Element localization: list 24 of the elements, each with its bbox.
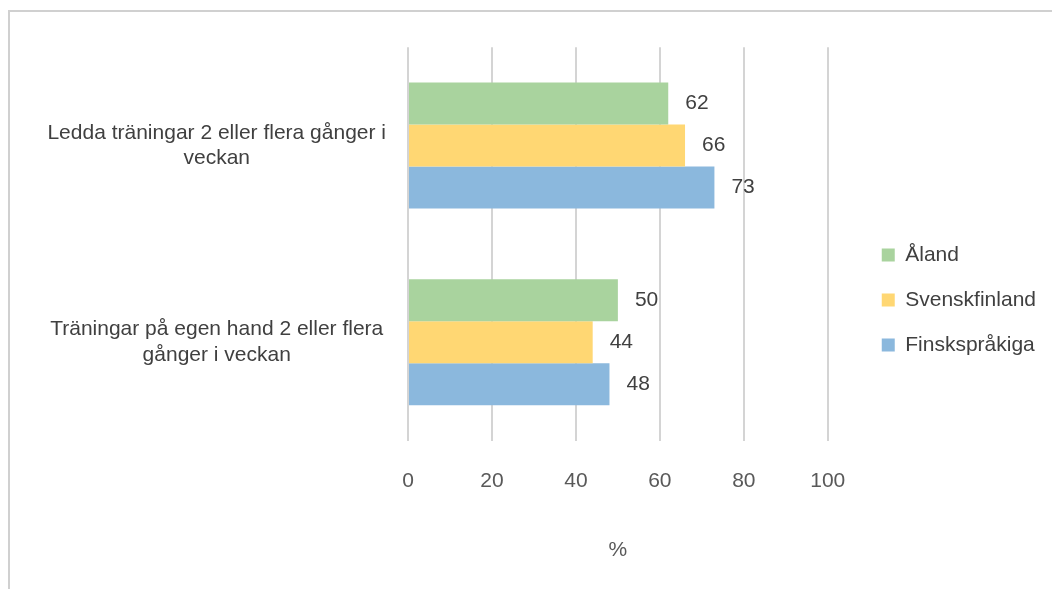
data-label: 62 — [685, 90, 709, 114]
x-axis-title: % — [608, 537, 628, 561]
bar — [409, 321, 593, 364]
legend-label: Finskspråkiga — [905, 331, 1036, 355]
x-tick-label: 40 — [564, 468, 588, 491]
data-label: 73 — [731, 174, 755, 198]
data-label: 44 — [609, 329, 634, 353]
data-label: 66 — [702, 132, 726, 156]
x-tick-label: 60 — [648, 468, 672, 491]
x-tick-label: 100 — [810, 468, 846, 491]
data-label: 48 — [626, 371, 650, 395]
bar — [409, 124, 686, 167]
x-tick-label: 0 — [402, 468, 414, 491]
legend-label: Åland — [905, 241, 959, 265]
bar — [409, 279, 618, 322]
bar — [409, 166, 715, 209]
data-label: 50 — [634, 287, 659, 311]
x-tick-label: 20 — [480, 468, 504, 491]
x-tick-label: 80 — [732, 468, 756, 491]
legend-label: Svenskfinland — [905, 286, 1036, 310]
bar — [409, 82, 669, 125]
y-tick-label: Träningar på egen hand 2 eller flera gånger i veckan — [50, 316, 384, 365]
bar — [409, 363, 610, 406]
y-tick-label: Ledda träningar 2 eller flera gånger i veckan — [47, 119, 386, 168]
